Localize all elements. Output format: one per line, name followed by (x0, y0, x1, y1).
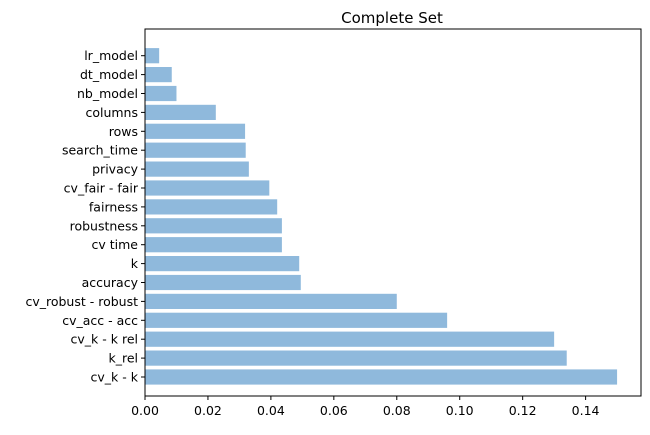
chart-title: Complete Set (341, 9, 443, 27)
y-tick-label: rows (109, 124, 138, 139)
y-tick-label: search_time (62, 143, 138, 158)
y-tick-label: accuracy (82, 275, 139, 290)
y-tick-label: columns (85, 105, 138, 120)
bar (145, 85, 177, 102)
bar (145, 331, 555, 347)
x-tick-label: 0.10 (446, 403, 474, 418)
bar (145, 256, 300, 272)
y-tick-label: robustness (70, 218, 138, 233)
bar (145, 350, 567, 366)
plot-frame (144, 28, 642, 397)
x-tick-label: 0.14 (572, 403, 600, 418)
bar (145, 67, 172, 83)
bars-group (145, 48, 618, 385)
bar (145, 199, 278, 215)
bar (145, 218, 282, 234)
bar (145, 104, 216, 120)
bar (145, 293, 397, 309)
bar (145, 312, 448, 328)
y-tick-label: cv_acc - acc (62, 313, 138, 328)
x-tick-label: 0.12 (509, 403, 537, 418)
y-tick-label: cv_k - k (91, 370, 139, 385)
bar (145, 142, 246, 158)
bar (145, 237, 282, 253)
y-tick-label: cv_robust - robust (25, 294, 138, 309)
x-tick-label: 0.04 (257, 403, 285, 418)
y-tick-label: dt_model (80, 67, 138, 82)
bar (145, 48, 160, 64)
y-tick-label: privacy (92, 162, 138, 177)
y-tick-label: k (131, 256, 139, 271)
y-tick-label: cv_k - k rel (71, 332, 138, 347)
y-tick-label: k_rel (108, 351, 138, 366)
x-tick-label: 0.02 (194, 403, 222, 418)
bar (145, 123, 246, 139)
bar (145, 274, 301, 291)
x-tick-label: 0.06 (320, 403, 348, 418)
y-tick-label: lr_model (84, 48, 138, 63)
y-tick-label: cv time (92, 237, 139, 252)
y-axis-ticks: cv_k - k k_rel cv_k - k rel cv_acc - acc cv_… (25, 48, 145, 385)
x-tick-label: 0.08 (383, 403, 411, 418)
y-tick-label: cv_fair - fair (64, 181, 139, 196)
bar (145, 161, 249, 177)
x-axis-ticks: 0.00 0.02 0.04 0.06 0.08 0.10 0.12 0.14 (131, 396, 600, 418)
y-tick-label: fairness (89, 199, 138, 214)
x-tick-label: 0.00 (131, 403, 159, 418)
bar (145, 369, 618, 385)
y-tick-label: nb_model (77, 86, 138, 101)
bar (145, 180, 270, 196)
